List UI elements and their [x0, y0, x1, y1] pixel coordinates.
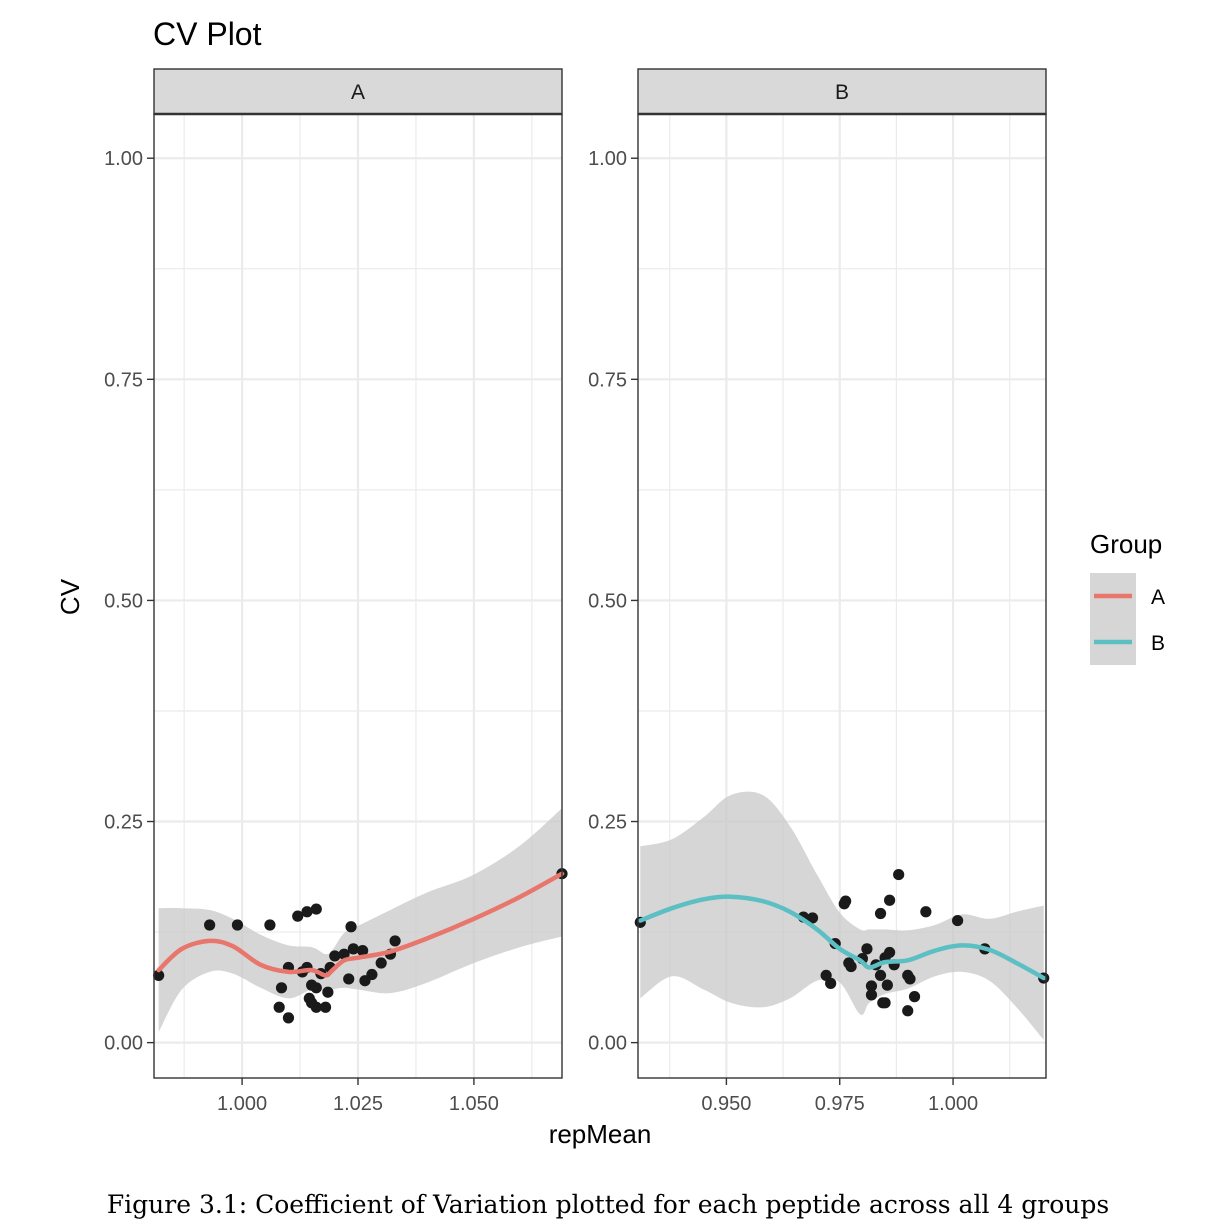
x-tick-label: 0.975: [815, 1093, 865, 1115]
cv-plot-figure: CV Plot A 0.00 0.25 0.50 0.75 1.00 1.000 1.025 1…: [55, 16, 1165, 1149]
chart-title: CV Plot: [153, 16, 262, 52]
data-point: [908, 991, 921, 1003]
data-point: [952, 914, 964, 927]
legend-label: A: [1151, 586, 1165, 609]
data-point: [861, 943, 873, 955]
data-point: [840, 895, 852, 907]
smooth-line: [638, 894, 1046, 981]
facet-strip-label: A: [351, 81, 365, 104]
y-tick-label: 0.75: [588, 369, 627, 391]
confidence-ribbon: [158, 808, 562, 1033]
data-point: [347, 943, 359, 955]
y-tick-label: 0.50: [104, 590, 143, 612]
y-tick-label: 0.75: [104, 369, 143, 391]
data-point: [310, 982, 322, 994]
data-point: [319, 1001, 332, 1013]
legend-label: B: [1151, 632, 1165, 655]
confidence-ribbon: [640, 791, 1044, 1040]
legend: Group AB: [1090, 529, 1165, 665]
data-point: [357, 945, 369, 957]
x-tick-label: 1.025: [333, 1093, 383, 1115]
data-point: [825, 977, 837, 989]
data-point: [884, 946, 896, 959]
x-tick-label: 1.000: [217, 1093, 267, 1115]
data-point: [345, 921, 357, 933]
x-tick-label: 1.000: [928, 1093, 978, 1115]
data-point: [881, 979, 893, 991]
data-point: [329, 950, 341, 962]
y-tick-label: 0.25: [588, 812, 627, 834]
panel-b: B 0.00 0.25 0.50 0.75 1.00 0.950 0.975 1.000: [588, 68, 1050, 1115]
data-point: [389, 935, 401, 947]
y-tick-label: 0.50: [588, 590, 627, 612]
facet-strip: [637, 68, 1047, 115]
data-point: [343, 973, 355, 985]
x-axis-title: repMean: [549, 1119, 652, 1149]
data-point: [806, 912, 819, 924]
data-point: [375, 957, 387, 969]
facet-strip: [153, 68, 563, 115]
data-point: [292, 910, 304, 922]
y-tick-label: 0.25: [104, 812, 143, 834]
data-point: [366, 968, 378, 981]
data-point: [874, 969, 887, 982]
figure-caption: Figure 3.1: Coefficient of Variation plo…: [106, 1190, 1110, 1219]
y-tick-label: 0.00: [104, 1033, 143, 1055]
y-tick-label: 0.00: [588, 1033, 627, 1055]
y-tick-label: 1.00: [104, 148, 143, 170]
data-point: [893, 868, 905, 881]
data-point: [231, 919, 244, 931]
data-point: [338, 948, 350, 960]
data-point: [920, 906, 932, 918]
data-point: [282, 1012, 295, 1024]
x-tick-label: 1.050: [449, 1093, 499, 1115]
data-point: [322, 986, 334, 998]
data-point: [310, 1001, 322, 1013]
data-point: [264, 919, 276, 931]
data-point: [275, 982, 288, 994]
data-point: [310, 903, 322, 915]
data-point: [204, 919, 216, 931]
smooth-line: [156, 871, 565, 978]
data-point: [153, 969, 165, 982]
legend-title: Group: [1090, 529, 1162, 559]
data-point: [865, 989, 878, 1001]
data-point: [301, 906, 313, 918]
data-point: [884, 894, 896, 906]
facet-strip-label: B: [835, 81, 849, 104]
y-axis-title: CV: [55, 578, 85, 615]
data-point: [874, 907, 887, 920]
data-point: [273, 1001, 285, 1013]
panel-a: A 0.00 0.25 0.50 0.75 1.00 1.000 1.025 1.050: [104, 68, 568, 1115]
data-point: [879, 997, 891, 1009]
y-tick-label: 1.00: [588, 148, 627, 170]
data-point: [902, 1005, 914, 1017]
data-point: [904, 973, 916, 985]
x-tick-label: 0.950: [701, 1093, 751, 1115]
data-point: [845, 960, 857, 973]
data-point: [865, 980, 878, 992]
